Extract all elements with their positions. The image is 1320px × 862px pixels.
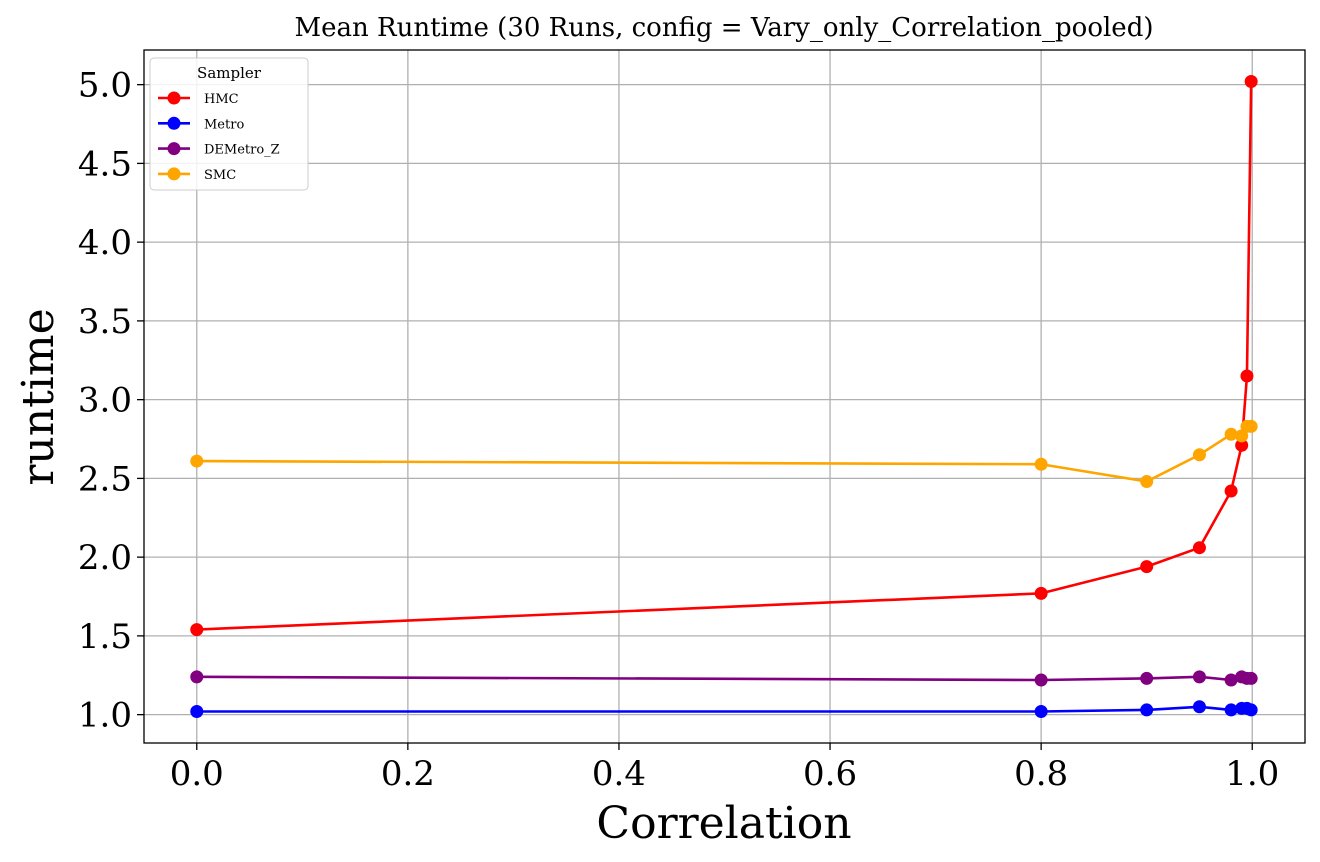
data-point-demetro-z bbox=[1224, 673, 1238, 687]
data-point-metro bbox=[1192, 700, 1206, 714]
x-tick-label: 0.8 bbox=[1014, 754, 1068, 794]
legend-entries: HMC Metro DEMetro_Z SMC bbox=[158, 91, 280, 183]
legend-item-demetro-z: DEMetro_Z bbox=[158, 142, 280, 158]
legend-label-demetro-z: DEMetro_Z bbox=[204, 143, 280, 158]
legend-label-metro: Metro bbox=[204, 117, 244, 132]
data-point-hmc bbox=[1240, 369, 1254, 383]
legend-item-hmc: HMC bbox=[158, 91, 239, 107]
x-tick-label: 0.0 bbox=[170, 754, 224, 794]
y-tick-label: 2.5 bbox=[78, 459, 132, 499]
series-line-hmc bbox=[196, 81, 1253, 631]
data-point-metro bbox=[1244, 703, 1258, 717]
data-point-smc bbox=[1224, 427, 1238, 441]
legend-marker-hmc bbox=[167, 91, 181, 105]
legend: Sampler HMC Metro DEMetro_Z SMC bbox=[149, 57, 309, 191]
data-point-metro bbox=[1140, 703, 1154, 717]
y-tick-label: 2.0 bbox=[78, 538, 132, 578]
y-tick-label: 3.5 bbox=[78, 302, 132, 342]
data-point-hmc bbox=[190, 623, 204, 637]
legend-label-hmc: HMC bbox=[204, 92, 239, 107]
series-metro bbox=[190, 700, 1258, 718]
x-axis-label: Correlation bbox=[596, 798, 851, 849]
data-point-metro bbox=[1224, 703, 1238, 717]
legend-item-metro: Metro bbox=[158, 116, 244, 132]
grid-lines bbox=[144, 50, 1305, 743]
y-tick-label: 5.0 bbox=[78, 66, 132, 106]
data-point-smc bbox=[1034, 457, 1048, 471]
axis-ticks: 0.0 0.2 0.4 0.6 0.8 1.0 1.0 1.5 2.0 2.5 3.0 3.5 4.0 4… bbox=[78, 66, 1279, 794]
legend-item-smc: SMC bbox=[158, 167, 236, 183]
plot-frame bbox=[143, 49, 1306, 744]
data-point-hmc bbox=[1034, 586, 1048, 600]
legend-title: Sampler bbox=[197, 64, 262, 82]
y-tick-label: 1.0 bbox=[78, 696, 132, 736]
legend-marker-demetro-z bbox=[167, 142, 181, 156]
x-tick-label: 0.6 bbox=[803, 754, 857, 794]
legend-marker-smc bbox=[167, 167, 181, 181]
data-point-hmc bbox=[1140, 560, 1154, 574]
plot-background bbox=[144, 50, 1305, 743]
data-point-smc bbox=[190, 454, 204, 468]
data-point-smc bbox=[1244, 419, 1258, 433]
data-point-metro bbox=[190, 705, 204, 718]
y-axis-label: runtime bbox=[13, 308, 64, 485]
data-point-demetro-z bbox=[1192, 670, 1206, 684]
data-point-hmc bbox=[1235, 438, 1249, 452]
x-tick-label: 1.0 bbox=[1225, 754, 1279, 794]
data-point-hmc bbox=[1244, 75, 1258, 88]
data-point-hmc bbox=[1224, 484, 1238, 498]
data-point-demetro-z bbox=[190, 670, 204, 684]
series-layer bbox=[190, 75, 1258, 718]
chart-title: Mean Runtime (30 Runs, config = Vary_onl… bbox=[295, 13, 1154, 43]
y-tick-label: 3.0 bbox=[78, 381, 132, 421]
legend-box bbox=[149, 57, 309, 191]
x-tick-label: 0.2 bbox=[381, 754, 435, 794]
data-point-smc bbox=[1235, 429, 1249, 443]
data-point-smc bbox=[1192, 448, 1206, 462]
data-point-hmc bbox=[1192, 541, 1206, 555]
data-point-demetro-z bbox=[1034, 673, 1048, 687]
series-demetro-z bbox=[190, 670, 1258, 687]
data-point-demetro-z bbox=[1244, 671, 1258, 685]
y-tick-label: 4.5 bbox=[78, 144, 132, 184]
data-point-smc bbox=[1140, 475, 1154, 489]
legend-marker-metro bbox=[167, 116, 181, 130]
data-point-demetro-z bbox=[1140, 671, 1154, 685]
legend-label-smc: SMC bbox=[204, 168, 236, 183]
x-tick-label: 0.4 bbox=[592, 754, 646, 794]
y-tick-label: 1.5 bbox=[78, 617, 132, 657]
data-point-metro bbox=[1034, 705, 1048, 718]
y-tick-label: 4.0 bbox=[78, 223, 132, 263]
series-hmc bbox=[190, 75, 1258, 637]
series-smc bbox=[190, 419, 1258, 489]
